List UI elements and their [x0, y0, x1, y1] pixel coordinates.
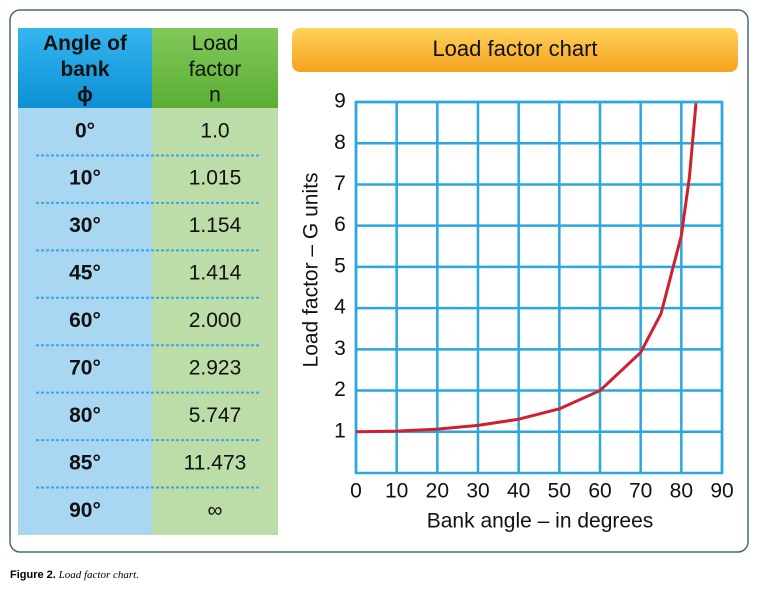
x-tick-label: 40 — [507, 480, 530, 503]
x-tick-label: 20 — [426, 480, 449, 503]
x-tick-label: 30 — [466, 480, 489, 503]
x-tick-label: 50 — [548, 480, 571, 503]
cell: 1.015 — [189, 167, 242, 190]
column-bg — [152, 108, 278, 535]
caption-label: Figure 2. — [10, 569, 56, 581]
y-tick-label: 9 — [334, 90, 346, 113]
x-tick-label: 80 — [670, 480, 693, 503]
y-tick-label: 7 — [334, 172, 346, 195]
cell: 11.473 — [184, 451, 247, 474]
cell: 1.154 — [189, 214, 242, 237]
cell: 30° — [69, 214, 101, 237]
y-tick-label: 6 — [334, 213, 346, 236]
cell: 90° — [69, 499, 101, 522]
cell: 2.923 — [189, 356, 242, 379]
y-tick-label: 1 — [334, 419, 346, 442]
cell: 60° — [69, 309, 101, 332]
plot-area — [356, 102, 722, 473]
chart-title-bar — [292, 28, 738, 72]
x-tick-label: 60 — [588, 480, 611, 503]
x-tick-label: 90 — [710, 480, 733, 503]
x-axis-label: Bank angle – in degrees — [427, 510, 654, 533]
cell: 2.000 — [189, 309, 242, 332]
cell: 10° — [69, 167, 101, 190]
header-symbol: n — [209, 84, 221, 107]
chart-title: Load factor chart — [432, 36, 597, 61]
y-tick-label: 3 — [334, 337, 346, 360]
caption-text: Load factor chart. — [58, 569, 139, 581]
y-tick-label: 4 — [334, 296, 346, 319]
header-label: Load factor — [189, 32, 242, 81]
header-symbol: ϕ — [77, 84, 93, 107]
cell: 5.747 — [189, 404, 242, 427]
y-tick-label: 2 — [334, 378, 346, 401]
cell: ∞ — [208, 499, 223, 522]
x-tick-label: 10 — [385, 480, 408, 503]
header-cell — [152, 28, 278, 108]
cell: 45° — [69, 262, 101, 285]
column-bg — [18, 108, 152, 535]
cell: 70° — [69, 356, 101, 379]
x-tick-label: 0 — [350, 480, 362, 503]
cell: 0° — [75, 119, 95, 142]
header-cell — [18, 28, 152, 108]
y-tick-label: 8 — [334, 131, 346, 154]
caption: Figure 2. Load factor chart. — [10, 569, 139, 581]
cell: 1.0 — [200, 119, 229, 142]
plot-border — [354, 100, 724, 475]
y-axis-label: Load factor – G units — [300, 173, 323, 368]
cell: 80° — [69, 404, 101, 427]
data-line — [355, 103, 698, 434]
cell: 1.414 — [189, 262, 242, 285]
x-tick-label: 70 — [629, 480, 652, 503]
cell: 85° — [69, 451, 101, 474]
y-tick-label: 5 — [334, 254, 346, 277]
header-label: Angle of bank — [43, 32, 128, 81]
